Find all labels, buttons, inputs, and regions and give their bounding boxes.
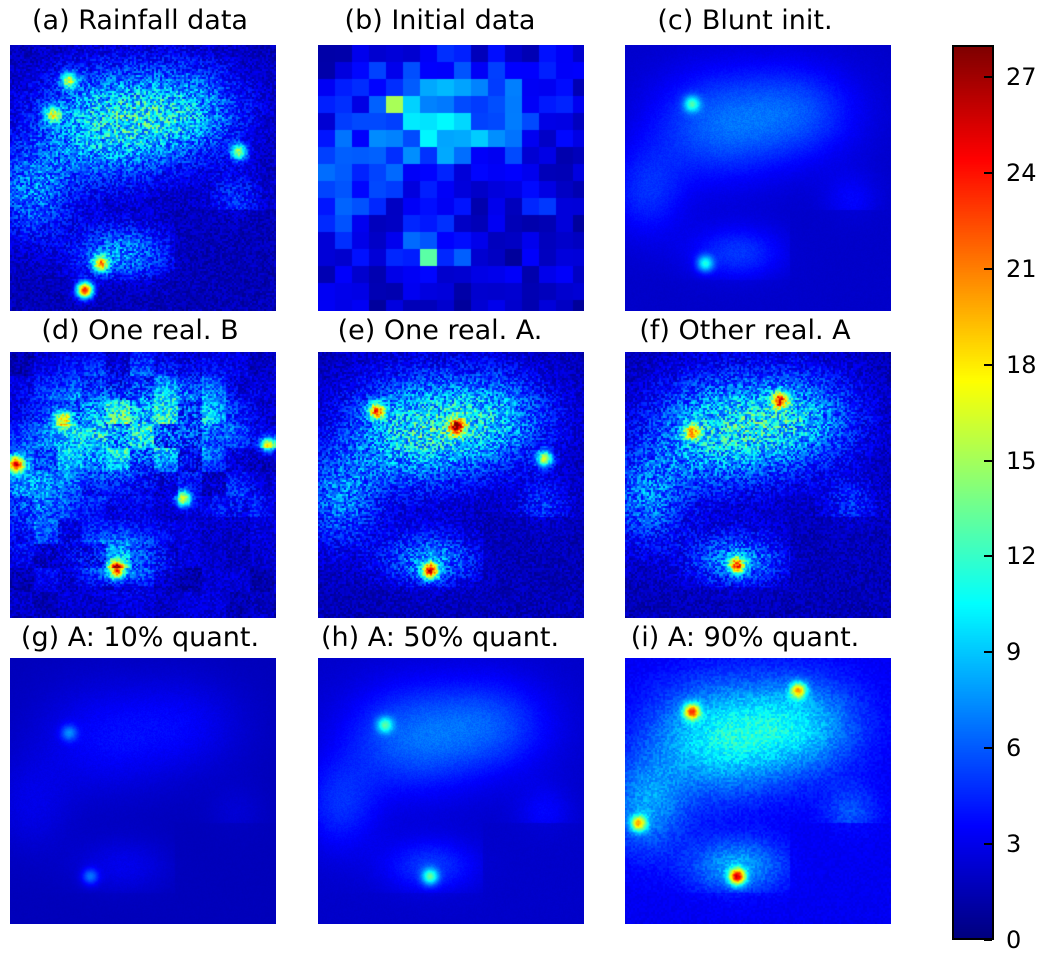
colorbar-tick-label: 15 (1006, 446, 1037, 475)
colorbar-tick-label: 27 (1006, 62, 1037, 91)
colorbar-tick (984, 363, 992, 366)
panel-title: (c) Blunt init. (657, 5, 833, 36)
colorbar-tick-label: 6 (1006, 734, 1022, 763)
panel-title: (i) A: 90% quant. (630, 622, 860, 653)
colorbar-tick (984, 747, 992, 750)
panel-title: (d) One real. B (41, 315, 239, 346)
colorbar-tick (984, 459, 992, 462)
colorbar-tick (984, 939, 992, 941)
colorbar-tick (984, 843, 992, 846)
heatmap-panel (318, 352, 584, 618)
colorbar-tick (984, 651, 992, 654)
panel-title: (e) One real. A. (337, 315, 543, 346)
colorbar (952, 45, 994, 940)
heatmap-panel (318, 45, 584, 311)
colorbar-tick-label: 0 (1006, 926, 1022, 954)
colorbar-tick (984, 75, 992, 78)
colorbar-tick-label: 9 (1006, 638, 1022, 667)
panel-title: (h) A: 50% quant. (320, 622, 560, 653)
panel-title: (b) Initial data (344, 5, 536, 36)
heatmap-panel (10, 352, 276, 618)
heatmap-panel (625, 658, 891, 924)
colorbar-tick-label: 18 (1006, 350, 1037, 379)
heatmap-panel (625, 352, 891, 618)
colorbar-tick (984, 171, 992, 174)
panel-title: (g) A: 10% quant. (20, 622, 260, 653)
heatmap-panel (10, 658, 276, 924)
colorbar-tick (984, 267, 992, 270)
colorbar-tick-label: 24 (1006, 158, 1037, 187)
panel-title: (f) Other real. A (639, 315, 851, 346)
heatmap-panel (10, 45, 276, 311)
colorbar-tick-label: 3 (1006, 830, 1022, 859)
heatmap-panel (318, 658, 584, 924)
heatmap-panel (625, 45, 891, 311)
colorbar-tick (984, 555, 992, 558)
colorbar-tick-label: 21 (1006, 254, 1037, 283)
colorbar-tick-label: 12 (1006, 542, 1037, 571)
panel-title: (a) Rainfall data (32, 5, 248, 36)
